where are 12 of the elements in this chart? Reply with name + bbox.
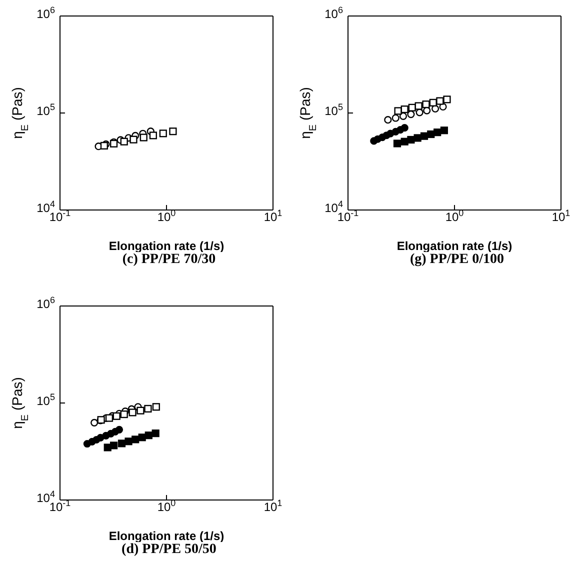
y-tick-label: 10$^{6}$ <box>36 295 55 311</box>
x-tick-label: 10$^{1}$ <box>264 498 282 514</box>
y-tick-label: 10$^{5}$ <box>324 102 343 118</box>
text: (d) PP/PE 50/50 <box>120 542 218 558</box>
text: (g) PP/PE 0/100 <box>408 252 506 268</box>
y-tick-label: 10$^{5}$ <box>36 102 55 118</box>
y-tick-label: 10$^{6}$ <box>36 5 55 21</box>
text: (c) PP/PE 70/30 <box>121 252 217 268</box>
y-tick-label: 10$^{5}$ <box>36 392 55 408</box>
x-tick-label: 10$^{1}$ <box>264 208 282 224</box>
y-tick-label: 10$^{6}$ <box>324 5 343 21</box>
x-tick-label: 10$^{1}$ <box>552 208 570 224</box>
